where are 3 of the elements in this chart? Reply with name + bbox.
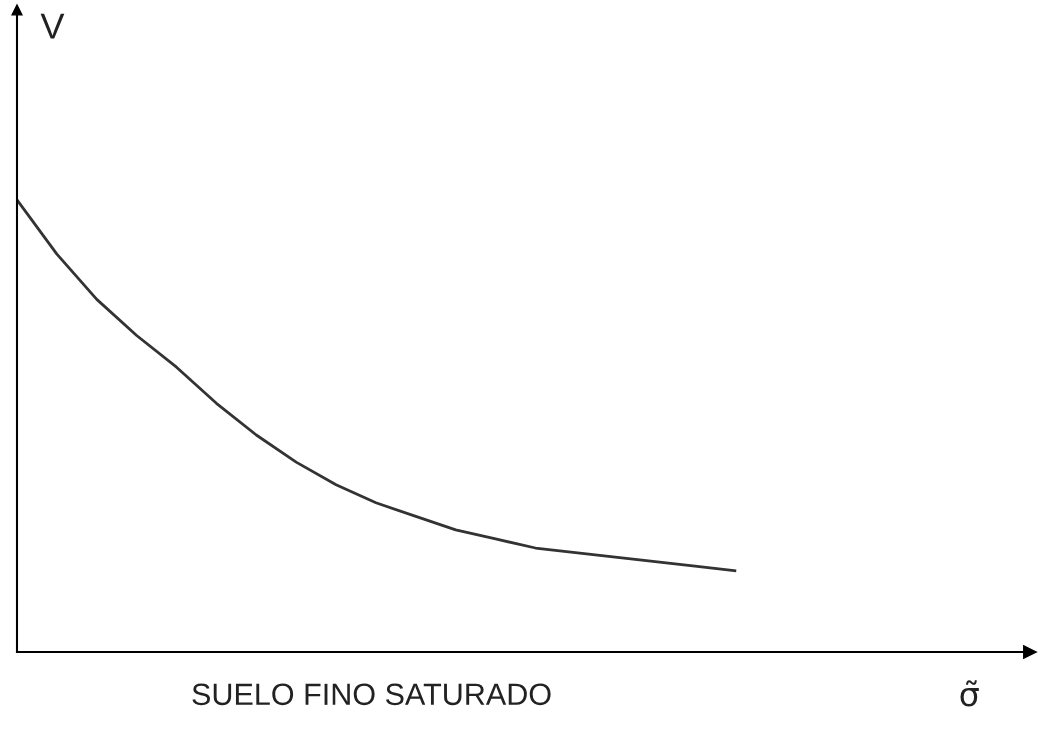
x-axis-title: SUELO FINO SATURADO	[192, 683, 551, 706]
y-axis-title: V	[40, 13, 65, 39]
text: σ̃	[960, 680, 979, 707]
